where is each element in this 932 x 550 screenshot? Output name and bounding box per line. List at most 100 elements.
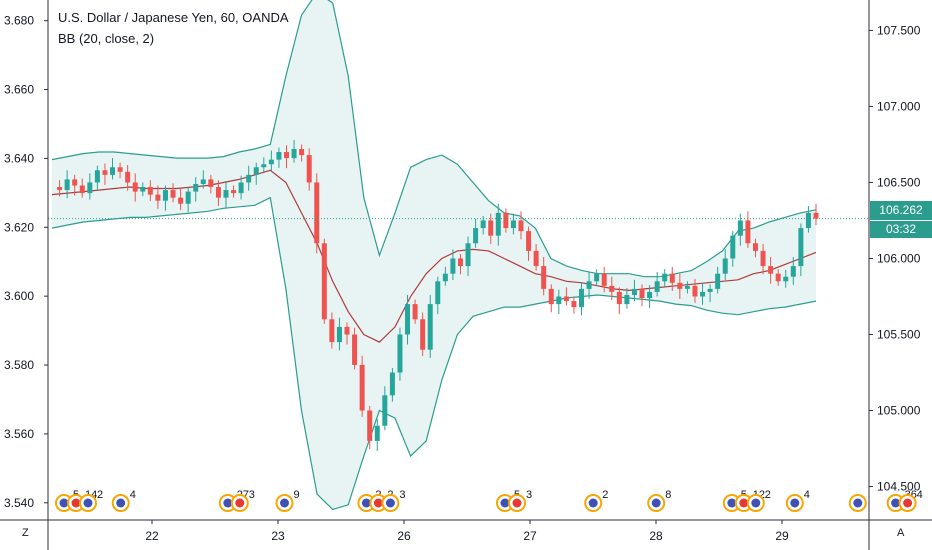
right-axis-tick-label: 106.000 <box>877 251 921 265</box>
event-flag-icon <box>790 498 800 508</box>
bollinger-upper-line <box>51 0 817 278</box>
left-axis-button[interactable]: Z <box>22 527 29 539</box>
economic-event-icon[interactable] <box>275 494 294 512</box>
candle-body <box>715 273 721 289</box>
economic-event-icon[interactable] <box>111 494 130 512</box>
right-axis-tick-label: 105.000 <box>877 404 921 418</box>
event-flag-icon <box>116 498 126 508</box>
candle-body <box>125 171 131 183</box>
economic-event-icon[interactable] <box>647 494 666 512</box>
economic-event-icon[interactable] <box>381 494 400 512</box>
event-flag-icon <box>83 498 93 508</box>
candle-body <box>79 185 85 194</box>
right-axis-tick-label: 106.500 <box>877 175 921 189</box>
economic-events-layer[interactable]: 514242739223532851224364 <box>55 489 923 512</box>
chart-legend: U.S. Dollar / Japanese Yen, 60, OANDA BB… <box>58 7 289 49</box>
candle-body <box>397 334 403 373</box>
economic-event-icon[interactable] <box>898 494 917 512</box>
auto-scale-button[interactable]: A <box>897 527 904 539</box>
time-axis-tick-label: 22 <box>145 529 159 543</box>
candle-body <box>268 159 274 165</box>
left-axis-tick-label: 3.580 <box>4 358 34 372</box>
candle-body <box>367 410 373 441</box>
economic-event-count: 2 <box>602 489 608 501</box>
left-axis-tick-label: 3.540 <box>4 496 34 510</box>
economic-event-icon[interactable] <box>230 494 249 512</box>
candle-body <box>374 425 380 441</box>
event-flag-icon <box>891 498 901 508</box>
candle-body <box>87 182 93 194</box>
candle-body <box>662 273 668 282</box>
economic-event-count: 3 <box>249 489 255 501</box>
left-axis-tick-label: 3.680 <box>4 14 34 28</box>
candle-body <box>64 179 70 191</box>
bollinger-band-fill <box>52 0 816 510</box>
economic-event-count: 2 <box>97 489 103 501</box>
candle-body <box>541 266 547 289</box>
economic-event-icon[interactable] <box>785 494 804 512</box>
candle-body <box>798 228 804 267</box>
bar-countdown: 03:32 <box>885 222 917 236</box>
candle-body <box>510 220 516 229</box>
candle-body <box>314 182 320 244</box>
candle-body <box>533 250 539 267</box>
economic-event-icon[interactable] <box>508 494 526 512</box>
economic-event-icon[interactable] <box>848 494 867 512</box>
candle-body <box>692 285 698 297</box>
candle-body <box>616 291 622 305</box>
economic-event-icon[interactable] <box>746 494 765 512</box>
last-price-badge: 106.262 <box>870 201 932 220</box>
candle-body <box>306 155 312 183</box>
left-axis-tick-label: 3.600 <box>4 289 34 303</box>
candle-body <box>700 291 706 297</box>
candle-body <box>283 152 289 159</box>
time-axis-tick-label: 28 <box>649 529 663 543</box>
event-flag-icon <box>588 498 598 508</box>
economic-event-icon[interactable] <box>584 494 603 512</box>
left-axis-tick-label: 3.560 <box>4 427 34 441</box>
left-axis-tick-label: 3.640 <box>4 151 34 165</box>
candle-body <box>783 276 789 282</box>
event-flag-icon <box>361 498 371 508</box>
candle-body <box>291 149 297 159</box>
candle-body <box>321 243 327 320</box>
candle-body <box>450 258 456 274</box>
candle-body <box>654 281 660 292</box>
right-axis-tick-label: 107.000 <box>877 99 921 113</box>
right-axis-tick-label: 104.500 <box>877 480 921 494</box>
candle-body <box>276 152 282 160</box>
symbol-title[interactable]: U.S. Dollar / Japanese Yen, 60, OANDA <box>58 10 289 25</box>
last-price-value: 106.262 <box>879 203 923 217</box>
candle-body <box>299 149 305 156</box>
candle-body <box>760 250 766 267</box>
bollinger-band-layer <box>51 0 817 511</box>
candle-body <box>737 220 743 236</box>
candle-body <box>495 212 501 236</box>
right-axis-tick-label: 105.500 <box>877 328 921 342</box>
event-flag-icon <box>651 498 661 508</box>
economic-event-icon[interactable] <box>79 494 97 512</box>
candle-body <box>526 231 532 251</box>
candle-body <box>571 301 577 308</box>
candle-body <box>208 179 214 188</box>
candle-body <box>223 190 229 198</box>
candle-body <box>193 183 199 192</box>
candle-body <box>329 319 335 343</box>
candle-body <box>253 167 259 175</box>
event-flag-icon <box>853 498 863 508</box>
event-flag-icon <box>739 498 749 508</box>
candle-body <box>601 273 607 286</box>
candle-body <box>579 288 585 308</box>
candle-body <box>57 187 63 191</box>
candle-body <box>722 258 728 274</box>
indicator-label[interactable]: BB (20, close, 2) <box>58 31 155 46</box>
economic-event-count: 4 <box>804 489 810 501</box>
candle-body <box>215 187 221 198</box>
auto-scale-button-label: A <box>897 527 905 539</box>
candle-body <box>420 319 426 350</box>
candle-body <box>94 170 100 183</box>
countdown-badge: 03:32 <box>870 221 932 238</box>
economic-event-count: 3 <box>399 489 405 501</box>
candle-body <box>752 243 758 251</box>
